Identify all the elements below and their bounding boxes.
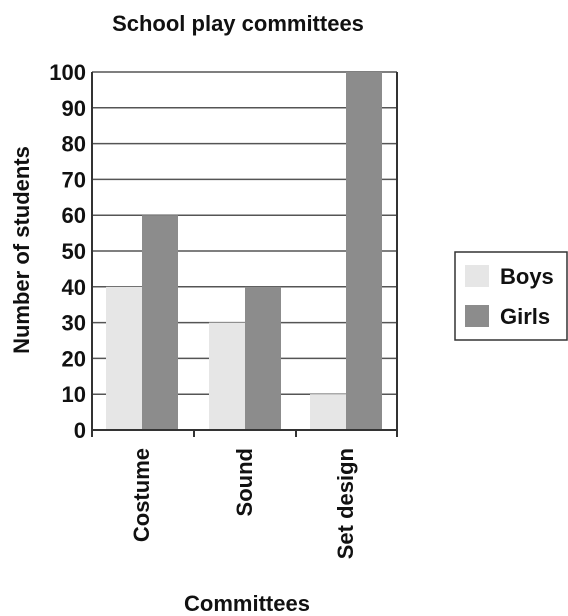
y-tick-label: 100: [49, 60, 86, 85]
x-category-label: Set design: [333, 448, 358, 559]
y-tick-label: 70: [62, 167, 86, 192]
legend-swatch-boys: [465, 265, 489, 287]
y-tick-label: 30: [62, 311, 86, 336]
bar-girls-sound: [245, 286, 281, 430]
legend-label-girls: Girls: [500, 304, 550, 329]
y-axis-title: Number of students: [9, 146, 34, 354]
y-tick-label: 80: [62, 132, 86, 157]
y-tick-label: 0: [74, 418, 86, 443]
y-tick-label: 10: [62, 382, 86, 407]
legend-swatch-girls: [465, 305, 489, 327]
x-category-labels: Costume Sound Set design: [129, 448, 358, 559]
x-category-label: Costume: [129, 448, 154, 542]
bar-girls-costume: [142, 215, 178, 430]
bar-girls-set-design: [346, 72, 382, 430]
bar-boys-costume: [106, 286, 142, 430]
x-axis-title: Committees: [184, 591, 310, 616]
y-tick-label: 50: [62, 239, 86, 264]
chart-title: School play committees: [112, 11, 364, 36]
legend-label-boys: Boys: [500, 264, 554, 289]
legend: Boys Girls: [454, 251, 568, 341]
y-tick-label: 40: [62, 275, 86, 300]
x-category-label: Sound: [232, 448, 257, 516]
y-tick-label: 60: [62, 203, 86, 228]
bar-boys-set-design: [310, 394, 346, 430]
bar-boys-sound: [209, 322, 245, 430]
bars: [106, 72, 382, 430]
axes: [91, 72, 398, 437]
y-tick-label: 90: [62, 96, 86, 121]
y-tick-labels: 0 10 20 30 40 50 60 70 80 90 100: [49, 60, 86, 443]
y-tick-label: 20: [62, 346, 86, 371]
